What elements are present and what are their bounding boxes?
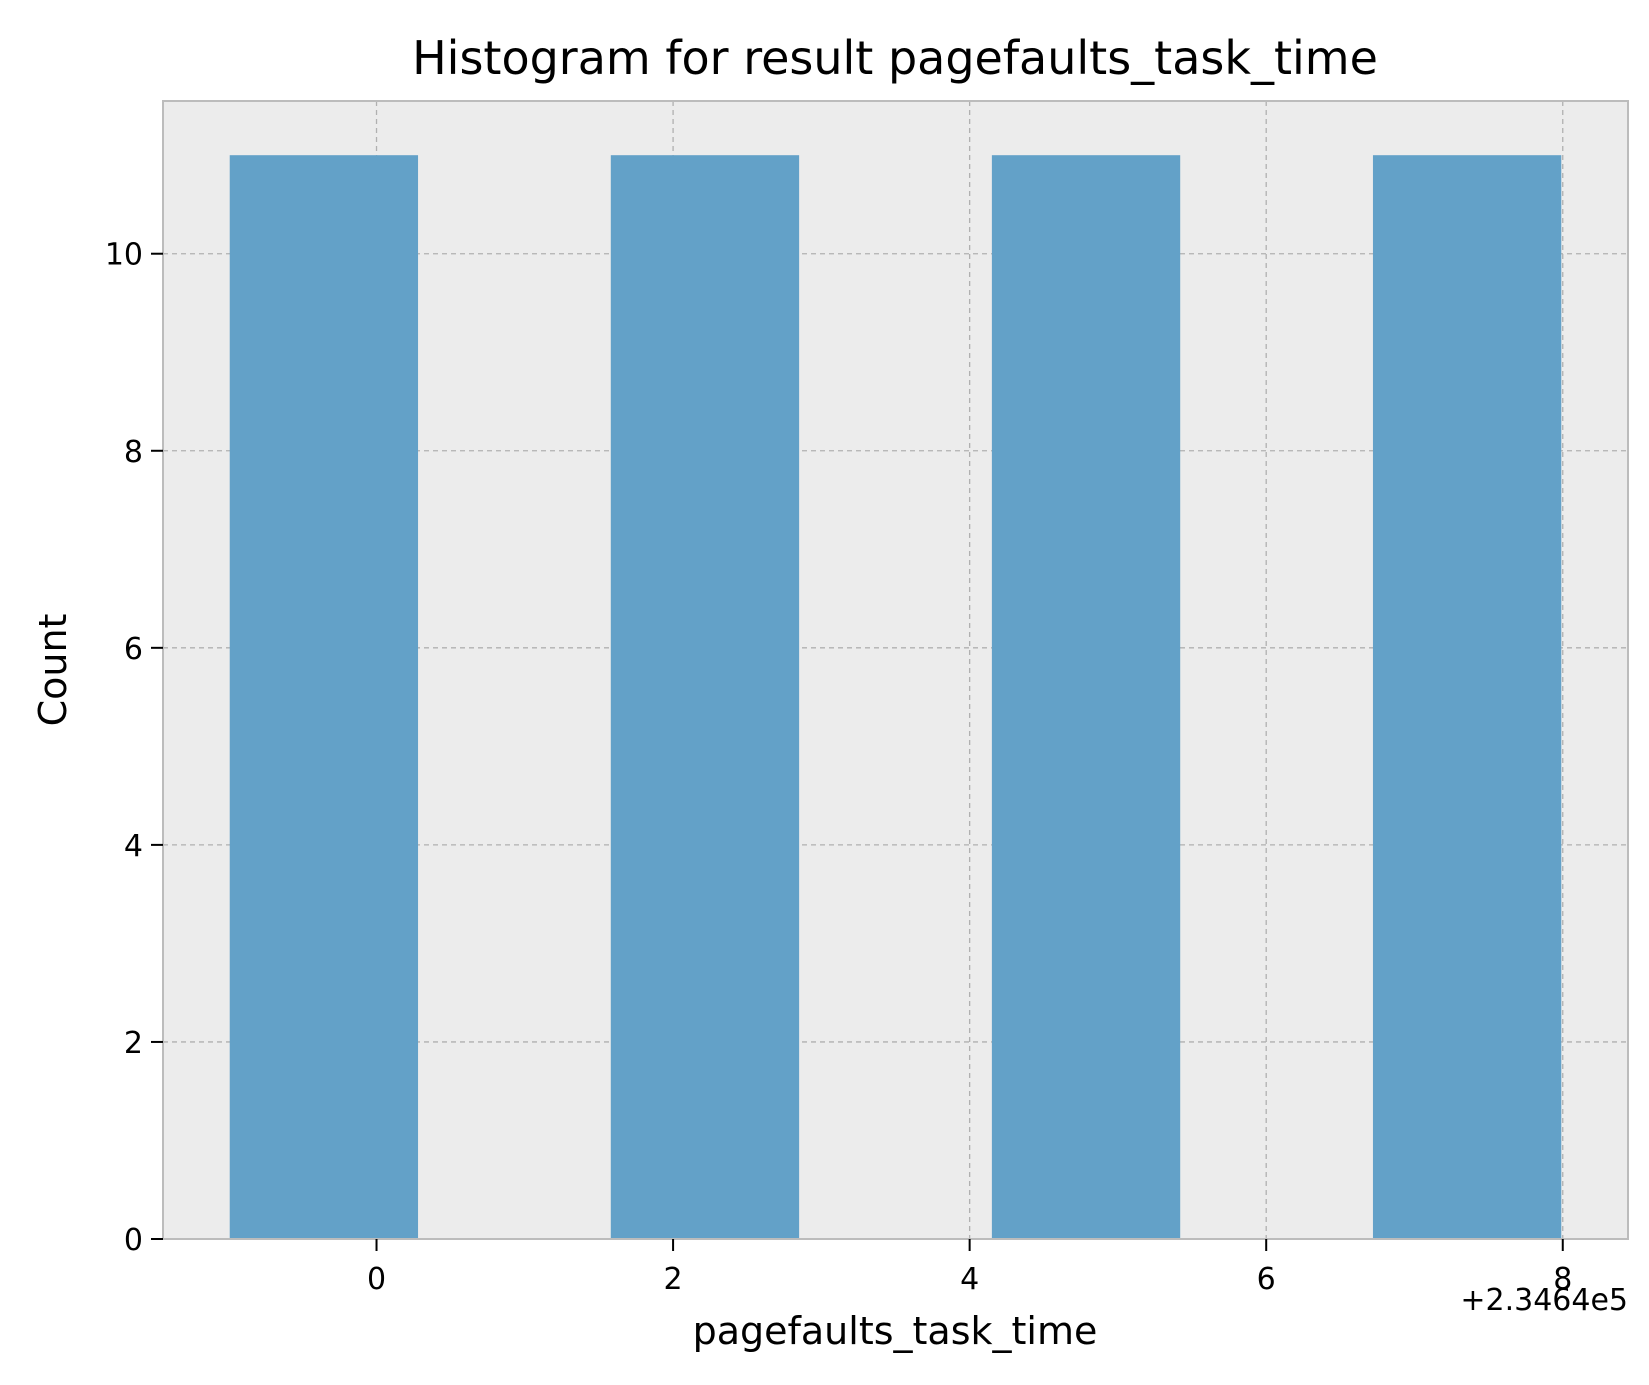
x-axis-offset-label: +2.3464e5	[1460, 1283, 1628, 1318]
x-tick-label: 0	[367, 1262, 386, 1297]
y-tick-label: 4	[124, 829, 143, 864]
x-tick-label: 2	[664, 1262, 683, 1297]
chart-title: Histogram for result pagefaults_task_tim…	[412, 31, 1378, 85]
x-tick-label: 4	[960, 1262, 979, 1297]
y-tick-label: 2	[124, 1026, 143, 1061]
y-axis-label: Count	[31, 614, 75, 727]
x-tick-label: 6	[1257, 1262, 1276, 1297]
histogram-bar	[610, 155, 800, 1240]
y-tick-label: 0	[124, 1223, 143, 1258]
histogram-bar	[229, 155, 419, 1240]
y-tick-label: 6	[124, 632, 143, 667]
x-tick-label: 8	[1553, 1262, 1572, 1297]
y-tick-label: 10	[105, 238, 143, 273]
x-axis-label: pagefaults_task_time	[693, 1309, 1098, 1353]
histogram-bar	[991, 155, 1181, 1240]
histogram-bar	[1372, 155, 1562, 1240]
plot-frame	[162, 100, 1629, 1240]
axis-ticks: 0 2 4 6 8 0 2 4 6 8 10	[105, 238, 1572, 1297]
y-tick-label: 8	[124, 435, 143, 470]
histogram-bars	[229, 155, 1562, 1240]
